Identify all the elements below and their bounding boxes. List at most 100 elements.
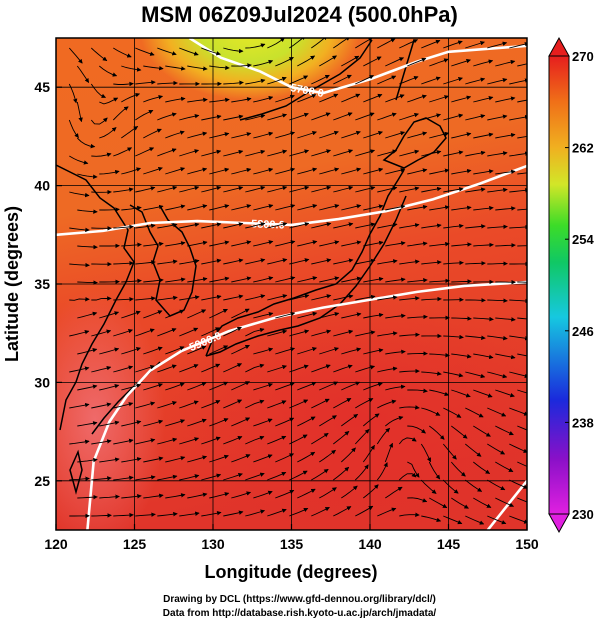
wind-streamline: [429, 168, 450, 175]
wind-streamline: [157, 80, 178, 86]
wind-streamline: [442, 443, 457, 460]
wind-streamline: [376, 427, 391, 445]
wind-streamline: [121, 456, 142, 463]
wind-streamline: [267, 400, 287, 409]
wind-streamline: [121, 205, 142, 211]
wind-streamline: [377, 149, 398, 157]
wind-streamline: [354, 428, 370, 445]
wind-streamline: [91, 513, 112, 518]
wind-streamline: [377, 38, 396, 49]
wind-streamline: [399, 296, 420, 301]
wind-streamline: [77, 457, 98, 463]
wind-streamline: [333, 185, 354, 193]
wind-streamline: [76, 137, 96, 149]
lat-lon-grid: [56, 38, 527, 530]
wind-streamline: [179, 437, 200, 445]
wind-streamline: [407, 94, 427, 103]
wind-streamline: [341, 167, 362, 175]
wind-streamline: [289, 38, 306, 49]
wind-streamline: [201, 363, 221, 373]
wind-streamline: [165, 419, 186, 427]
wind-streamline: [311, 74, 330, 85]
x-axis-label: Longitude (degrees): [204, 562, 377, 582]
wind-streamline: [420, 479, 437, 494]
wind-streamline: [77, 311, 98, 319]
wind-streamline: [289, 258, 310, 265]
wind-streamline: [450, 461, 466, 477]
wind-streamline: [495, 317, 516, 322]
wind-streamline: [231, 417, 251, 427]
wind-streamline: [209, 167, 230, 175]
wind-streamline: [311, 294, 332, 301]
wind-streamline: [407, 314, 428, 320]
wind-streamline: [223, 258, 244, 265]
wind-streamline: [443, 187, 464, 193]
wind-streamline: [201, 473, 222, 481]
wind-streamline: [157, 259, 178, 265]
wind-streamline: [68, 83, 78, 104]
wind-streamline: [209, 381, 229, 391]
wind-streamline: [385, 349, 406, 355]
wind-streamline: [165, 65, 186, 71]
wind-streamline: [487, 77, 508, 85]
wind-streamline: [384, 442, 393, 463]
wind-streamline: [407, 497, 428, 503]
wind-streamline: [399, 112, 419, 121]
wind-streamline: [451, 279, 472, 284]
map-title: MSM 06Z09Jul2024 (500.0hPa): [141, 2, 458, 27]
wind-streamline: [509, 479, 527, 489]
wind-streamline: [495, 425, 514, 436]
wind-streamline: [398, 437, 417, 445]
wind-streamline: [91, 439, 112, 445]
wind-streamline: [421, 39, 441, 49]
wind-streamline: [135, 296, 156, 301]
wind-streamline: [165, 130, 185, 139]
wind-streamline: [377, 295, 398, 301]
wind-streamline: [223, 114, 244, 121]
wind-streamline: [385, 241, 406, 247]
wind-streamline: [135, 260, 156, 265]
wind-streamline: [443, 515, 463, 525]
wind-streamline: [407, 388, 428, 393]
wind-streamline: [253, 131, 274, 139]
wind-streamline: [157, 437, 178, 445]
wind-streamline: [407, 278, 428, 283]
wind-streamline: [451, 205, 472, 211]
wind-streamline: [77, 244, 98, 250]
wind-streamline: [68, 47, 83, 64]
wind-streamline: [421, 223, 442, 229]
wind-streamline: [187, 492, 208, 499]
wind-streamline: [253, 240, 274, 247]
wind-streamline: [267, 508, 287, 517]
wind-streamline: [297, 167, 318, 175]
y-tick-label: 30: [34, 374, 50, 390]
wind-streamline: [267, 38, 285, 49]
wind-streamline: [421, 407, 441, 416]
wind-streamline: [209, 97, 230, 103]
wind-streamline: [363, 276, 384, 283]
wind-streamline: [187, 240, 208, 247]
wind-streamline: [487, 335, 508, 341]
wind-streamline: [341, 204, 362, 211]
wind-streamline: [201, 222, 222, 229]
wind-streamline: [385, 204, 406, 211]
wind-streamline: [275, 417, 295, 427]
wind-streamline: [113, 81, 134, 87]
wind-streamline: [333, 329, 354, 337]
wind-streamline: [179, 364, 199, 373]
wind-streamline: [487, 407, 507, 417]
wind-streamline: [377, 399, 397, 409]
wind-streamline: [231, 381, 251, 391]
wind-streamline: [443, 334, 464, 340]
wind-streamline: [209, 308, 228, 319]
wind-streamline: [311, 38, 328, 49]
wind-streamline: [319, 311, 340, 319]
wind-streamline: [428, 461, 441, 480]
wind-streamline: [187, 97, 208, 103]
wind-streamline: [157, 511, 178, 517]
wind-streamline: [509, 188, 527, 193]
wind-streamline: [209, 454, 229, 463]
wind-streamline: [473, 316, 494, 322]
wind-streamline: [267, 365, 287, 373]
